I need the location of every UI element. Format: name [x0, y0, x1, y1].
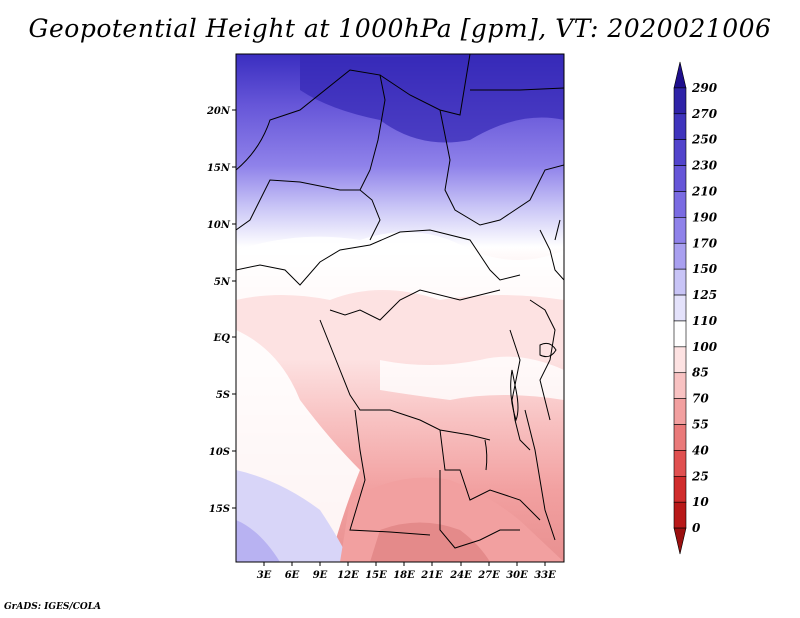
lon-tick-label: 33E: [534, 570, 556, 581]
colorbar-label: 55: [692, 418, 709, 432]
colorbar-swatch: [673, 242, 687, 270]
colorbar-swatch: [673, 372, 687, 399]
lat-tick-label: 10N: [207, 220, 231, 231]
lon-tick-label: 24E: [449, 570, 472, 581]
lon-tick-label: 3E: [257, 570, 272, 581]
colorbar-swatch: [673, 346, 687, 374]
colorbar-label: 150: [692, 262, 718, 276]
colorbar-swatch: [673, 450, 687, 477]
colorbar-swatch: [673, 398, 687, 425]
colorbar: 2902702502302101901701501251101008570554…: [673, 61, 718, 555]
lat-tick-label: 5N: [214, 277, 231, 288]
lon-tick-label: 15E: [365, 570, 387, 581]
lat-tick-label: 5S: [216, 390, 230, 401]
colorbar-swatch: [673, 61, 687, 89]
colorbar-label: 40: [692, 443, 709, 457]
colorbar-swatch: [673, 217, 687, 244]
credit-label: GrADS: IGES/COLA: [4, 602, 102, 612]
plot-frame: [235, 53, 565, 563]
colorbar-label: 210: [691, 184, 718, 198]
chart-title: Geopotential Height at 1000hPa [gpm], VT…: [28, 14, 772, 43]
colorbar-swatch: [673, 320, 687, 348]
colorbar-label: 110: [692, 314, 718, 328]
colorbar-label: 250: [691, 133, 718, 147]
colorbar-swatch: [673, 191, 687, 218]
lat-tick-label: 20N: [206, 106, 231, 117]
colorbar-label: 85: [692, 366, 709, 380]
colorbar-label: 290: [691, 81, 718, 95]
colorbar-label: 10: [692, 495, 709, 509]
colorbar-label: 170: [692, 236, 718, 250]
colorbar-swatch: [673, 165, 687, 192]
colorbar-swatch: [673, 501, 687, 529]
lon-tick-label: 9E: [313, 570, 328, 581]
colorbar-label: 70: [692, 392, 709, 406]
colorbar-swatch: [673, 424, 687, 451]
lon-tick-label: 21E: [420, 570, 443, 581]
lat-tick-label: EQ: [213, 333, 231, 344]
lon-tick-label: 30E: [506, 570, 528, 581]
colorbar-swatch: [673, 139, 687, 166]
height-field: [236, 54, 564, 562]
colorbar-label: 190: [692, 210, 718, 224]
colorbar-label: 25: [691, 469, 709, 483]
colorbar-label: 125: [692, 288, 717, 302]
colorbar-swatch: [673, 527, 687, 555]
colorbar-label: 230: [691, 159, 718, 173]
colorbar-swatch: [673, 87, 687, 115]
lon-tick-label: 6E: [285, 570, 300, 581]
colorbar-label: 0: [692, 521, 701, 535]
colorbar-swatch: [673, 476, 687, 503]
lakes: [484, 342, 557, 471]
lat-axis: 20N 15N 10N 5N EQ 5S 10S 15S: [206, 106, 236, 515]
lon-axis: 3E 6E 9E 12E 15E 18E 21E 24E 27E 30E 33E: [257, 562, 556, 581]
lat-tick-label: 10S: [209, 447, 230, 458]
colorbar-swatch: [673, 113, 687, 140]
colorbar-label: 270: [691, 107, 718, 121]
lat-tick-label: 15S: [209, 504, 230, 515]
lon-tick-label: 18E: [393, 570, 415, 581]
lon-tick-label: 12E: [337, 570, 359, 581]
lon-tick-label: 27E: [477, 570, 500, 581]
lat-tick-label: 15N: [207, 163, 231, 174]
colorbar-label: 100: [692, 340, 718, 354]
colorbar-swatch: [673, 294, 687, 322]
colorbar-swatch: [673, 268, 687, 296]
